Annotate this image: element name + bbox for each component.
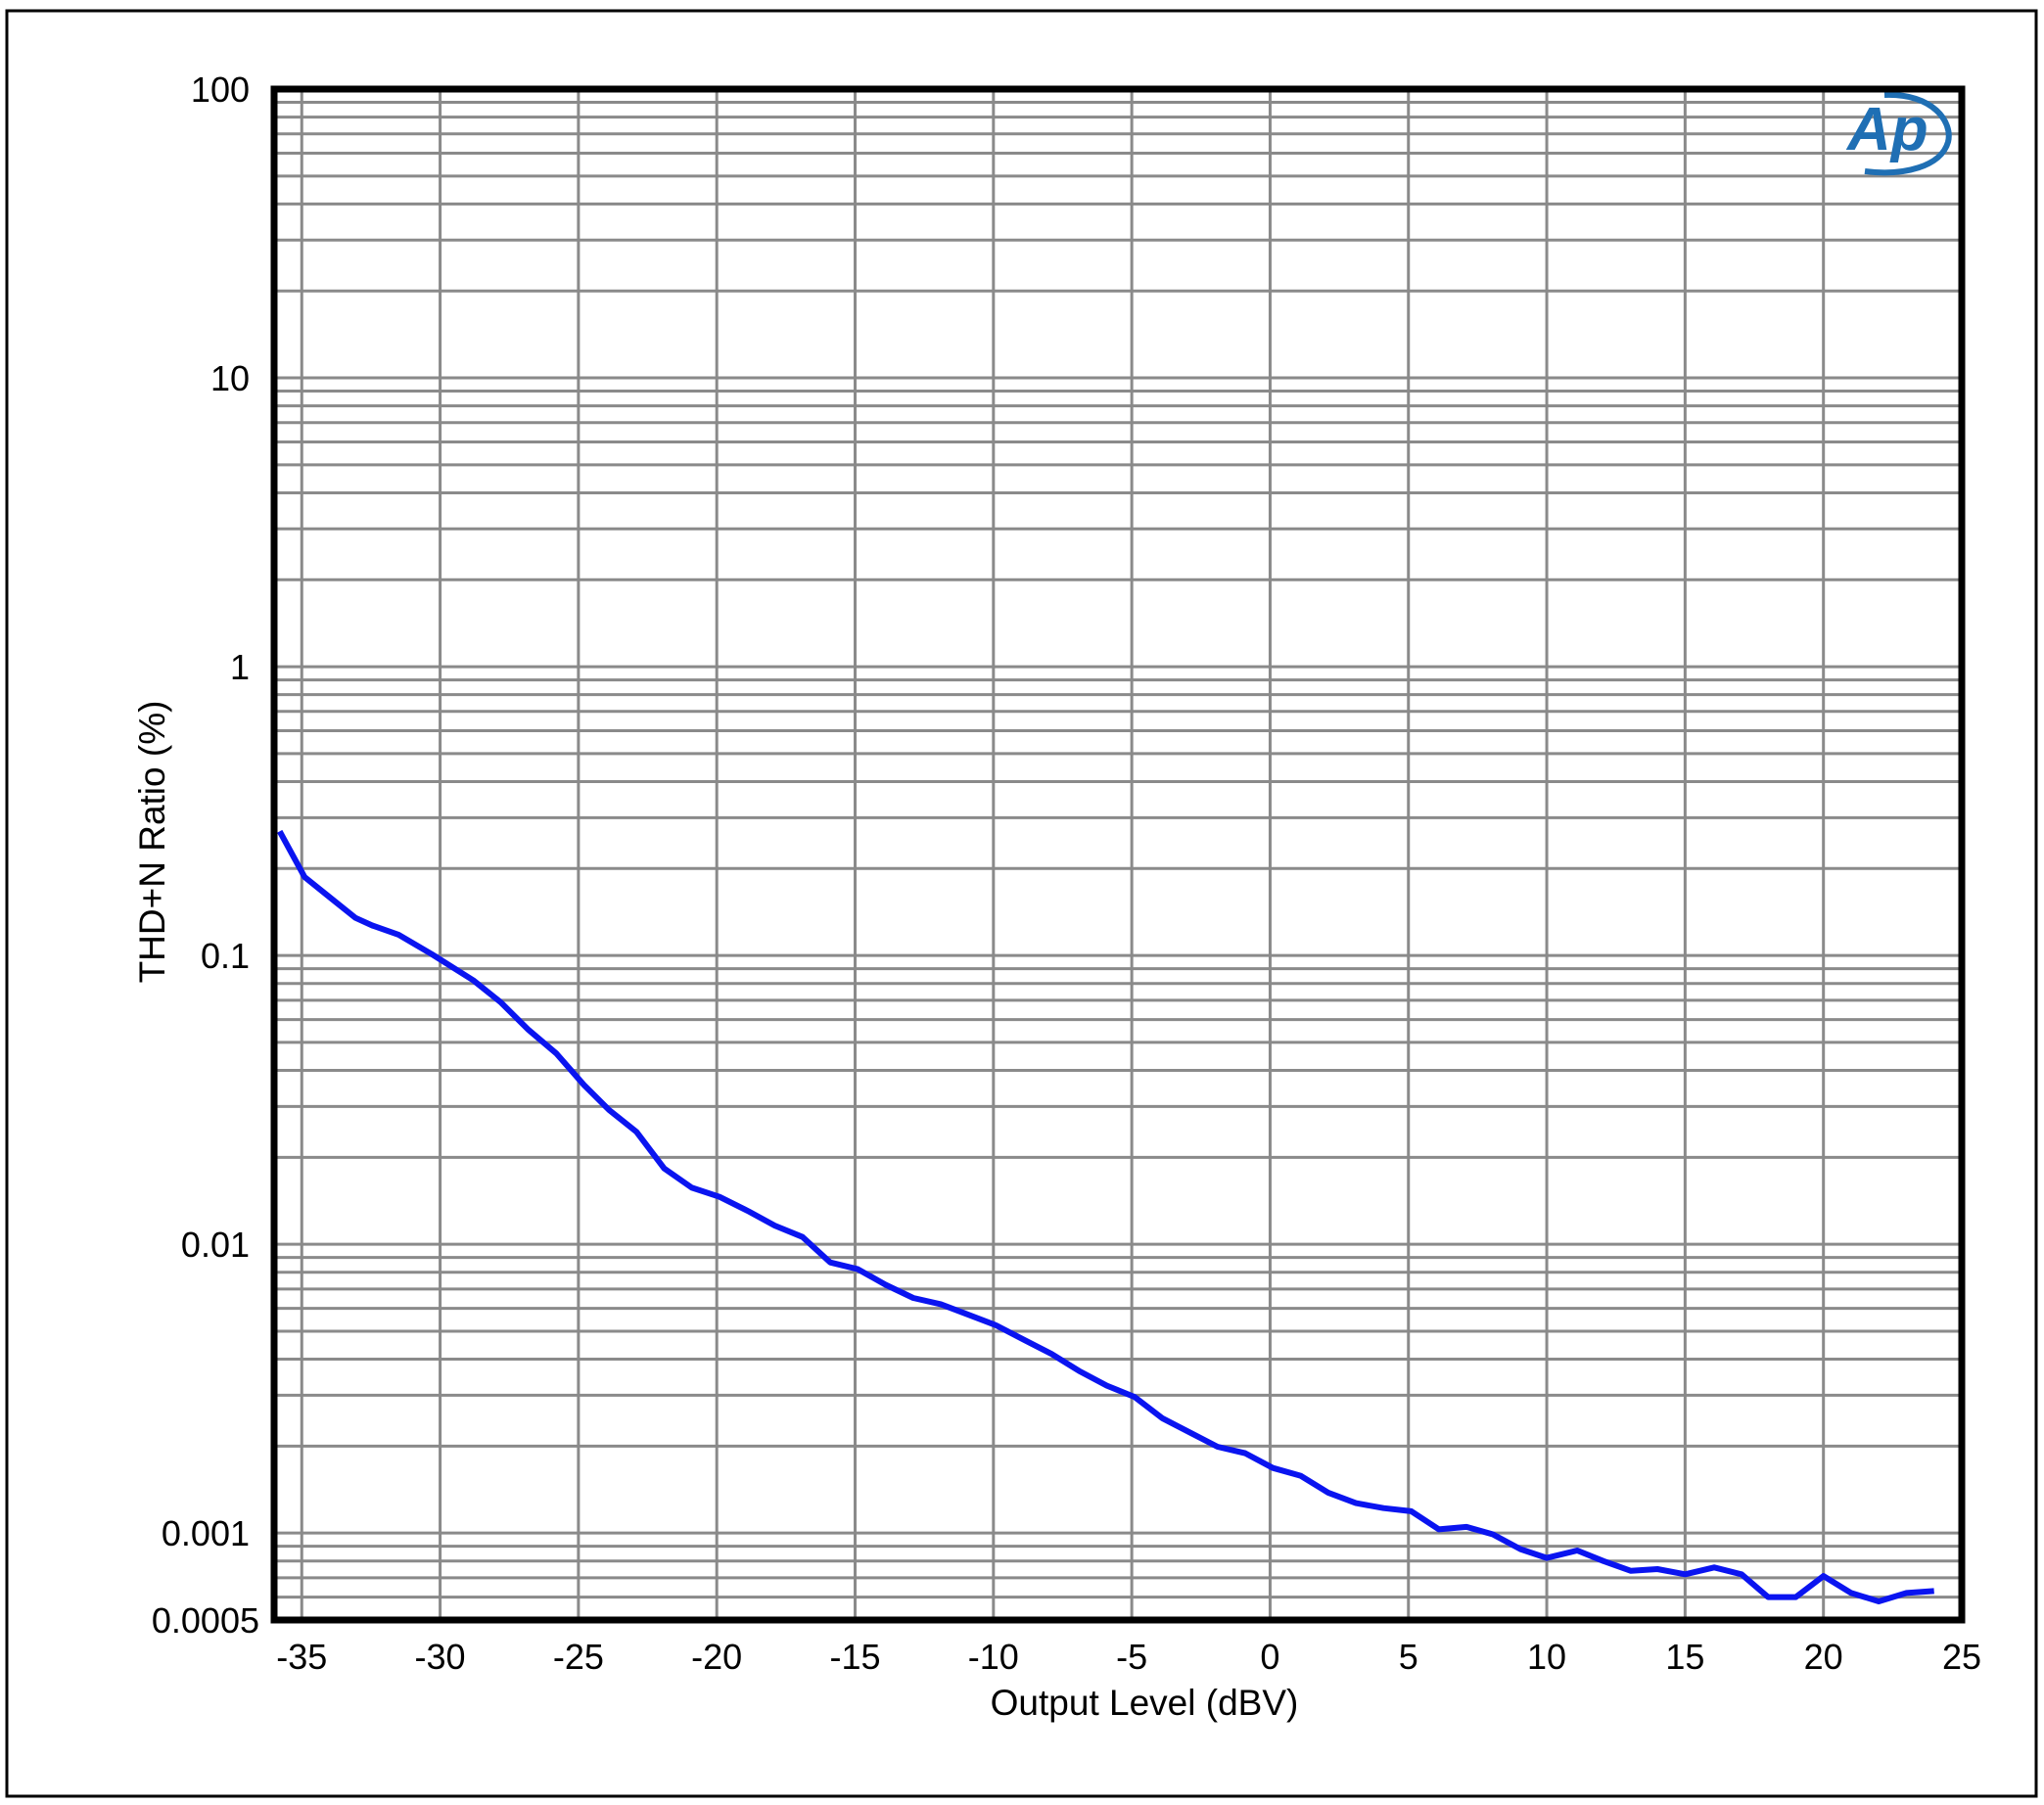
x-tick-label: -35 [276, 1637, 327, 1677]
plot-frame [270, 85, 1966, 1624]
y-tick-label: 0.01 [181, 1225, 250, 1265]
svg-text:Ap: Ap [1845, 96, 1928, 163]
y-axis-label: THD+N Ratio (%) [132, 701, 172, 984]
x-tick-label: 0 [1260, 1637, 1279, 1677]
x-tick-label: 10 [1527, 1637, 1566, 1677]
y-tick-label: 0.1 [201, 936, 250, 976]
outer-border [5, 9, 2038, 1798]
x-tick-label: -20 [691, 1637, 742, 1677]
x-tick-label: -25 [553, 1637, 604, 1677]
y-tick-label: 10 [210, 358, 250, 398]
y-tick-label: 1 [230, 647, 250, 687]
x-tick-label: -15 [829, 1637, 880, 1677]
x-tick-labels: -35 -30 -25 -20 -15 -10 -5 0 5 10 15 20 25 [276, 1637, 1981, 1677]
x-tick-label: 25 [1942, 1637, 1981, 1677]
x-tick-label: 15 [1665, 1637, 1704, 1677]
x-axis-label: Output Level (dBV) [991, 1683, 1299, 1723]
x-tick-label: -30 [415, 1637, 466, 1677]
ap-logo: Ap [1845, 91, 1952, 176]
x-tick-label: -5 [1116, 1637, 1147, 1677]
y-tick-label: 100 [191, 69, 250, 110]
y-tick-labels: 100 10 1 0.1 0.01 0.001 0.0005 [152, 69, 259, 1641]
grid [274, 89, 1962, 1620]
x-tick-label: 20 [1804, 1637, 1843, 1677]
y-tick-label: 0.0005 [152, 1600, 259, 1641]
x-tick-label: -10 [968, 1637, 1019, 1677]
thd-n-series-line [277, 829, 1934, 1604]
x-tick-label: 5 [1399, 1637, 1418, 1677]
y-tick-label: 0.001 [162, 1513, 250, 1553]
